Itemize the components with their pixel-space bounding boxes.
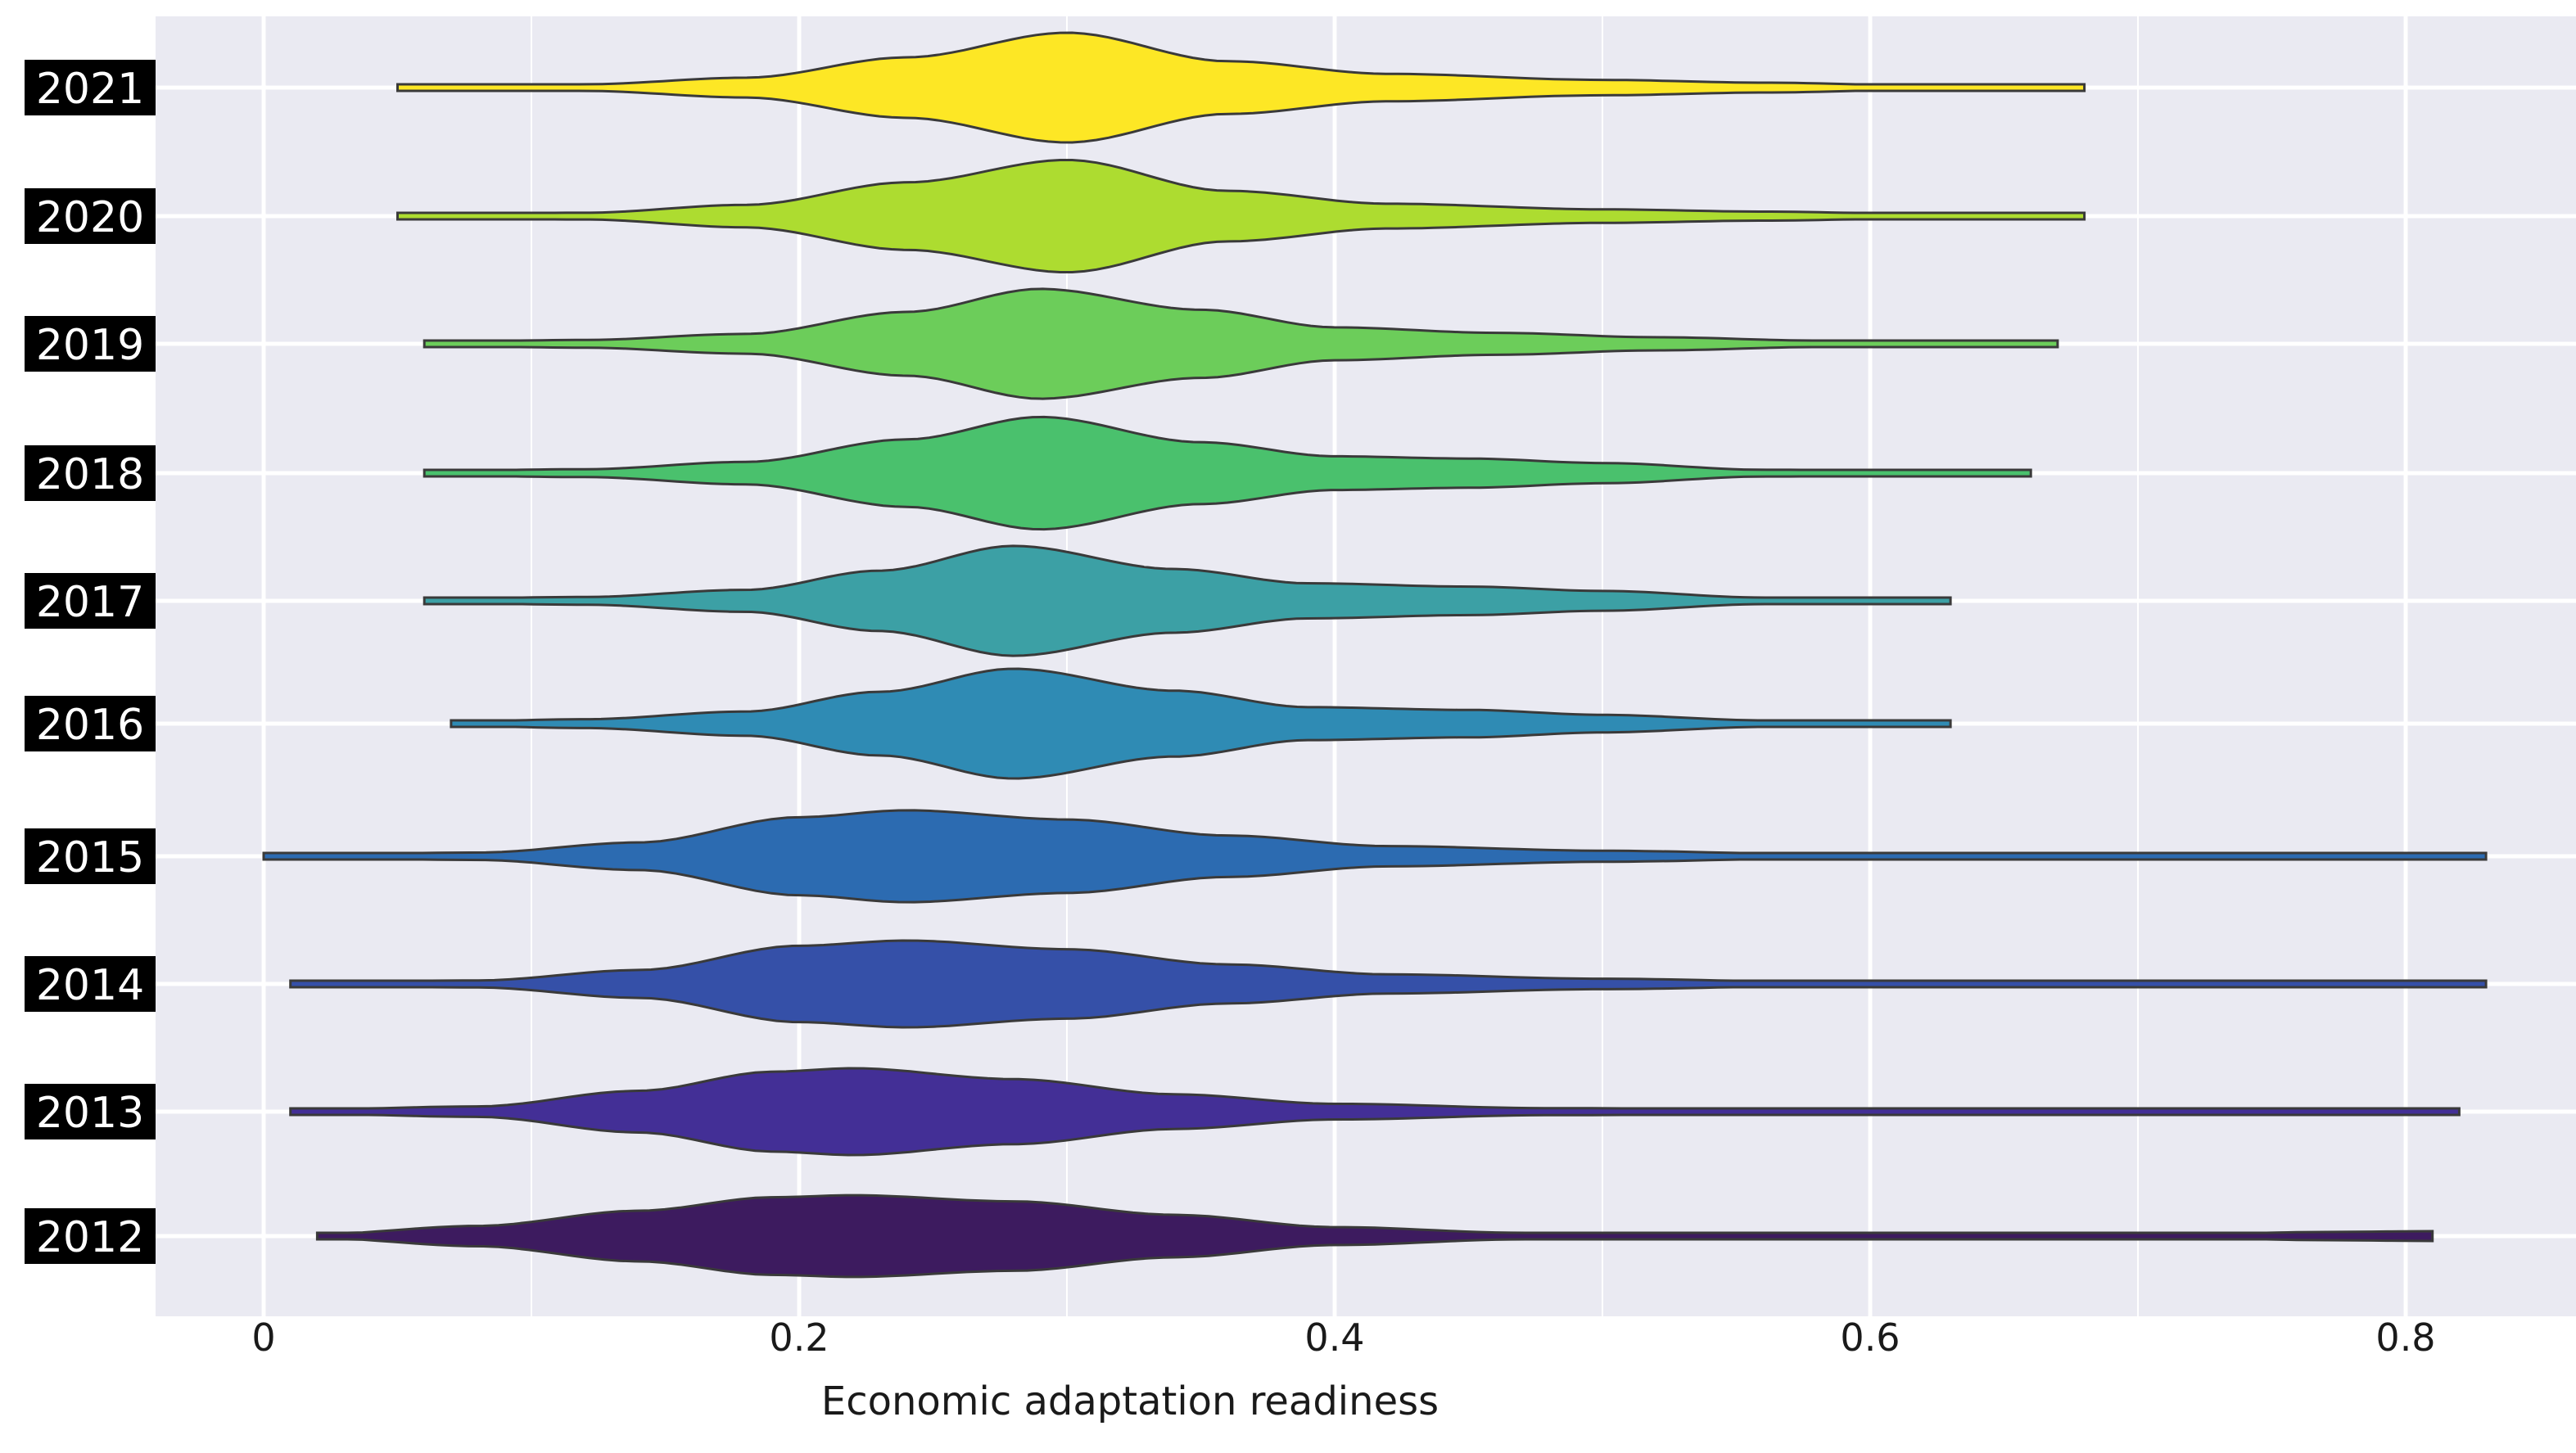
x-tick-label: 0.2 bbox=[769, 1315, 829, 1360]
y-label-2020: 2020 bbox=[25, 188, 156, 244]
y-label-text: 2019 bbox=[36, 321, 144, 370]
y-label-2018: 2018 bbox=[25, 445, 156, 501]
y-label-text: 2021 bbox=[36, 65, 144, 114]
violin-2012 bbox=[315, 1194, 2434, 1279]
violin-series bbox=[262, 31, 2488, 1279]
y-label-2016: 2016 bbox=[25, 696, 156, 751]
violin-2014 bbox=[289, 939, 2488, 1029]
y-label-text: 2018 bbox=[36, 450, 144, 499]
x-tick-label: 0.6 bbox=[1840, 1315, 1900, 1360]
violin-2020 bbox=[396, 159, 2086, 273]
x-tick-label: 0 bbox=[251, 1315, 275, 1360]
y-label-2014: 2014 bbox=[25, 956, 156, 1012]
violin-2017 bbox=[423, 544, 1952, 657]
x-axis-title: Economic adaptation readiness bbox=[821, 1379, 1439, 1424]
violin-2018 bbox=[423, 415, 2032, 531]
x-axis-tick-labels: 0 0.2 0.4 0.6 0.8 bbox=[251, 1315, 2435, 1360]
violin-2013 bbox=[289, 1067, 2461, 1157]
y-label-text: 2014 bbox=[36, 961, 144, 1010]
y-label-text: 2012 bbox=[36, 1213, 144, 1262]
y-label-2019: 2019 bbox=[25, 316, 156, 372]
violin-2015 bbox=[262, 809, 2488, 904]
y-label-text: 2017 bbox=[36, 578, 144, 627]
violin-2016 bbox=[450, 667, 1952, 780]
y-label-2012: 2012 bbox=[25, 1208, 156, 1264]
y-axis-labels: 2021 2020 2019 2018 2017 2016 2015 2014 2013 2012 bbox=[25, 60, 156, 1264]
y-label-text: 2015 bbox=[36, 833, 144, 882]
y-label-2017: 2017 bbox=[25, 573, 156, 629]
x-tick-label: 0.4 bbox=[1304, 1315, 1364, 1360]
y-label-2021: 2021 bbox=[25, 60, 156, 115]
x-tick-label: 0.8 bbox=[2375, 1315, 2435, 1360]
y-label-text: 2020 bbox=[36, 193, 144, 242]
violin-2021 bbox=[396, 31, 2086, 144]
y-label-2013: 2013 bbox=[25, 1084, 156, 1139]
y-label-2015: 2015 bbox=[25, 828, 156, 884]
violin-2019 bbox=[423, 287, 2059, 400]
y-label-text: 2013 bbox=[36, 1089, 144, 1138]
y-label-text: 2016 bbox=[36, 701, 144, 750]
